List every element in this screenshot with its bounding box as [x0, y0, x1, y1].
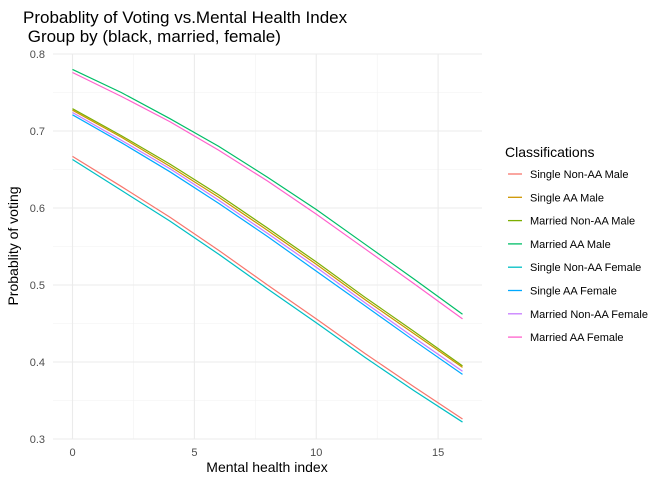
y-tick-label: 0.3 [30, 434, 45, 446]
y-tick-label: 0.5 [30, 280, 45, 292]
x-tick-label: 5 [191, 447, 197, 459]
x-axis-label: Mental health index [206, 459, 327, 475]
y-axis-label: Probablity of voting [5, 186, 21, 305]
series-lines [72, 68, 463, 423]
series-line [72, 71, 463, 320]
legend-title: Classifications [505, 144, 594, 160]
series-line [72, 111, 463, 372]
series-line [72, 158, 463, 423]
series-line [72, 68, 463, 315]
x-tick-label: 15 [432, 447, 444, 459]
chart-title: Probablity of Voting vs.Mental Health In… [23, 8, 348, 27]
legend-items: Single Non-AA Male Single AA Male Married … [508, 169, 648, 344]
legend-label: Single Non-AA Male [530, 169, 628, 181]
series-line [72, 114, 463, 375]
legend-label: Married AA Female [530, 332, 624, 344]
legend: Classifications Single Non-AA MaleSingle… [505, 144, 648, 344]
y-tick-labels: 0.3 0.4 0.5 0.6 0.7 0.8 [30, 49, 45, 446]
series-line [72, 109, 463, 368]
grid-minor [53, 54, 482, 439]
y-tick-label: 0.6 [30, 203, 45, 215]
y-tick-label: 0.8 [30, 49, 45, 61]
legend-label: Married AA Male [530, 239, 611, 251]
x-tick-label: 10 [310, 447, 322, 459]
series-line [72, 108, 463, 367]
legend-label: Single AA Male [530, 192, 604, 204]
chart-subtitle: Group by (black, married, female) [23, 27, 281, 46]
y-tick-label: 0.7 [30, 126, 45, 138]
grid-major [53, 53, 482, 440]
x-tick-labels: 0 5 10 15 [69, 447, 444, 459]
legend-label: Single AA Female [530, 286, 617, 298]
legend-label: Married Non-AA Female [530, 309, 648, 321]
legend-label: Single Non-AA Female [530, 262, 641, 274]
series-line [72, 155, 463, 420]
y-tick-label: 0.4 [30, 357, 45, 369]
legend-label: Married Non-AA Male [530, 216, 635, 228]
x-tick-label: 0 [69, 447, 75, 459]
